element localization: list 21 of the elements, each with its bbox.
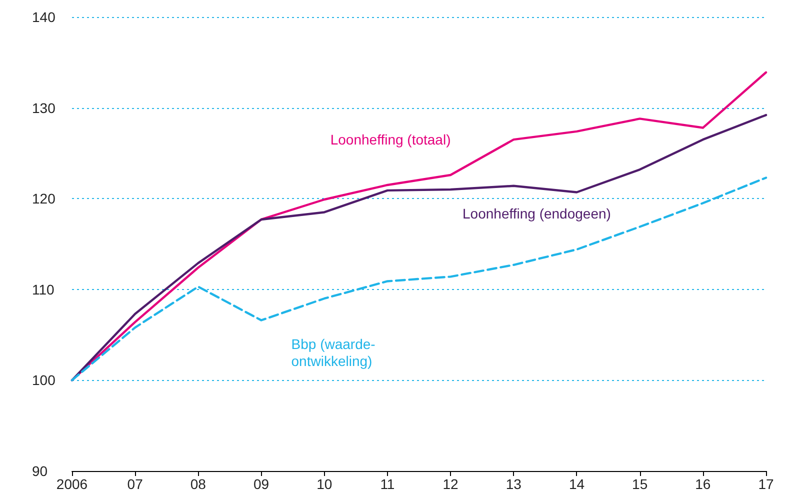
y-tick-label: 90 — [32, 463, 48, 479]
x-tick-label: 08 — [190, 476, 206, 492]
x-tick-label: 13 — [506, 476, 522, 492]
x-tick-label: 10 — [316, 476, 332, 492]
y-tick-label: 110 — [32, 281, 55, 298]
x-tick-label: 15 — [632, 476, 648, 492]
x-tick-label: 2006 — [56, 476, 88, 492]
x-tick-label: 14 — [568, 476, 585, 492]
y-tick-label: 100 — [32, 372, 56, 388]
y-tick-label: 130 — [32, 100, 56, 116]
series-label: Loonheffing (totaal) — [330, 131, 451, 148]
series-label: Loonheffing (endogeen) — [462, 206, 611, 222]
y-tick-label: 140 — [32, 9, 56, 25]
x-tick-label: 07 — [127, 476, 144, 492]
x-tick-label: 16 — [695, 476, 711, 492]
x-tick-label: 09 — [253, 476, 270, 492]
y-tick-label: 120 — [32, 190, 56, 207]
x-tick-label: 17 — [758, 476, 774, 492]
series-label: Bbp (waarde- ontwikkeling) — [291, 336, 376, 369]
x-tick-label: 12 — [442, 476, 459, 492]
x-tick-label: 11 — [380, 476, 395, 492]
